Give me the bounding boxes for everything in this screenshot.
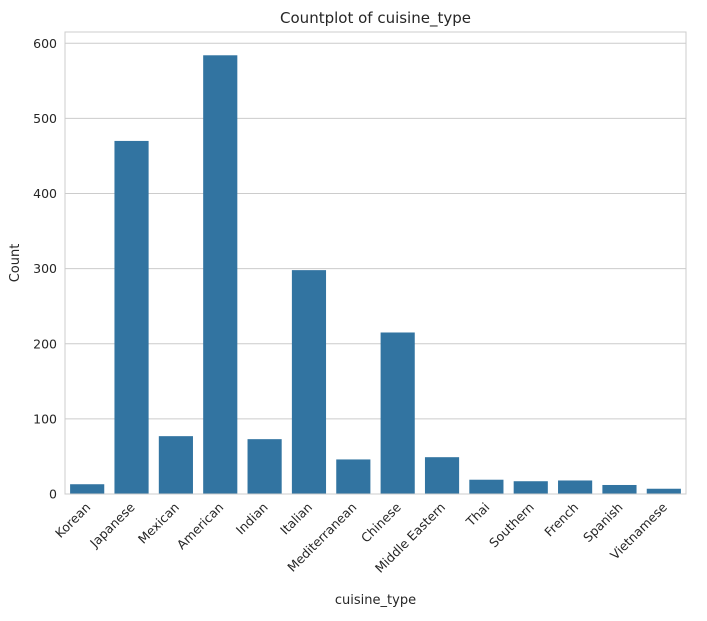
x-tick-label: French bbox=[541, 500, 581, 540]
y-tick-label: 300 bbox=[33, 261, 57, 276]
x-tick-label: Thai bbox=[462, 500, 492, 530]
y-tick-labels: 0 100 200 300 400 500 600 bbox=[33, 36, 57, 502]
plot-frame bbox=[64, 31, 687, 495]
x-tick-label: Southern bbox=[486, 500, 537, 551]
chart-title: Countplot of cuisine_type bbox=[280, 9, 471, 28]
bar-vietnamese bbox=[646, 488, 681, 494]
x-axis-label: cuisine_type bbox=[335, 593, 416, 608]
bar-spanish bbox=[602, 484, 637, 494]
bar-chinese bbox=[380, 332, 415, 494]
bar-mexican bbox=[158, 436, 193, 494]
x-tick-label: Spanish bbox=[580, 500, 626, 546]
x-tick-label: Japanese bbox=[86, 499, 138, 551]
bar-american bbox=[203, 55, 238, 494]
bar-indian bbox=[247, 439, 282, 494]
bar-thai bbox=[469, 479, 504, 494]
bar-middle-eastern bbox=[424, 457, 460, 494]
bar-mediterranean bbox=[336, 459, 371, 494]
x-tick-label: Chinese bbox=[358, 499, 404, 545]
x-tick-label: Indian bbox=[233, 500, 271, 538]
x-tick-label: American bbox=[174, 500, 227, 553]
y-tick-label: 200 bbox=[33, 336, 57, 351]
bar-korean bbox=[70, 484, 105, 494]
bars bbox=[70, 55, 681, 495]
bar-french bbox=[558, 480, 593, 494]
y-axis-label: Count bbox=[8, 244, 23, 283]
bar-italian bbox=[291, 270, 327, 494]
grid-lines bbox=[65, 42, 686, 495]
y-tick-label: 0 bbox=[49, 487, 57, 502]
bar-southern bbox=[513, 481, 548, 494]
y-tick-label: 600 bbox=[33, 36, 57, 51]
y-tick-label: 500 bbox=[33, 111, 57, 126]
y-tick-label: 100 bbox=[33, 411, 57, 426]
y-tick-label: 400 bbox=[33, 186, 57, 201]
bar-japanese bbox=[114, 140, 149, 495]
x-tick-label: Italian bbox=[277, 500, 315, 538]
x-tick-label: Korean bbox=[52, 500, 93, 541]
